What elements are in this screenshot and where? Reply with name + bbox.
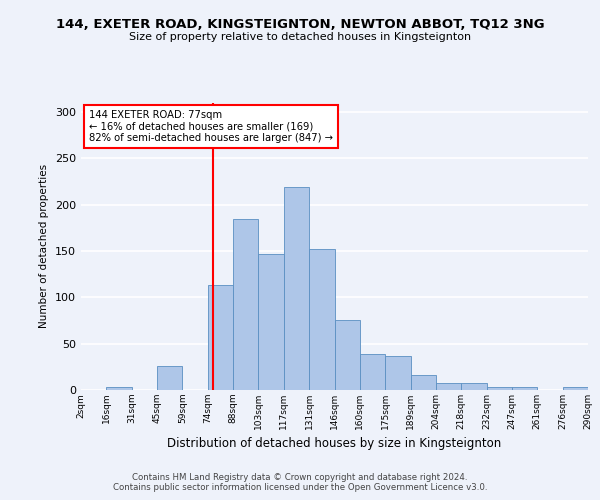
Bar [436, 382, 461, 390]
Bar [106, 387, 132, 390]
Text: 144 EXETER ROAD: 77sqm
← 16% of detached houses are smaller (169)
82% of semi-de: 144 EXETER ROAD: 77sqm ← 16% of detached… [89, 110, 332, 143]
Text: Size of property relative to detached houses in Kingsteignton: Size of property relative to detached ho… [129, 32, 471, 42]
Bar [461, 382, 487, 390]
Bar [410, 375, 436, 390]
Bar [259, 254, 284, 390]
Bar [208, 285, 233, 390]
Bar [335, 320, 360, 390]
Bar [385, 356, 410, 390]
Bar [233, 220, 259, 390]
Bar [512, 387, 538, 390]
Text: 144, EXETER ROAD, KINGSTEIGNTON, NEWTON ABBOT, TQ12 3NG: 144, EXETER ROAD, KINGSTEIGNTON, NEWTON … [56, 18, 544, 30]
Bar [284, 187, 309, 390]
Y-axis label: Number of detached properties: Number of detached properties [40, 164, 49, 328]
Bar [360, 354, 385, 390]
Bar [563, 387, 588, 390]
Bar [309, 249, 335, 390]
Text: Contains HM Land Registry data © Crown copyright and database right 2024.
Contai: Contains HM Land Registry data © Crown c… [113, 473, 487, 492]
X-axis label: Distribution of detached houses by size in Kingsteignton: Distribution of detached houses by size … [167, 438, 502, 450]
Bar [157, 366, 182, 390]
Bar [487, 387, 512, 390]
